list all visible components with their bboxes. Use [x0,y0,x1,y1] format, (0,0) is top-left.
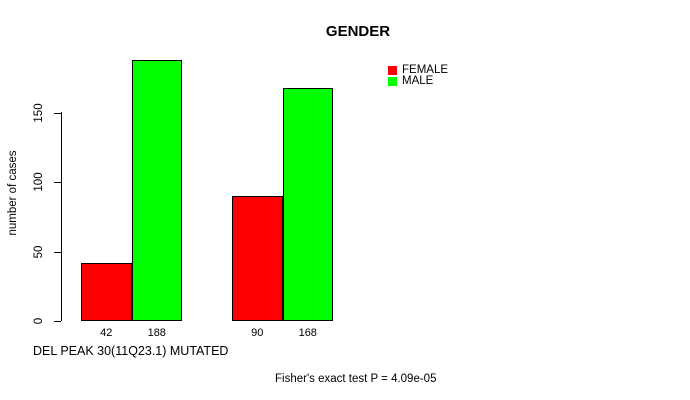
legend-label: MALE [402,75,434,87]
bar-value-label: 42 [100,327,113,339]
y-tick-label: 50 [33,245,45,258]
y-axis-label: number of cases [7,150,19,236]
legend-swatch-male [388,76,397,86]
bar-value-label: 188 [147,327,166,339]
legend-item: MALE [388,75,448,87]
legend: FEMALE MALE [388,64,449,87]
bar-value-label: 168 [298,327,317,339]
y-tick-label: 100 [33,172,45,192]
y-tick-label: 150 [33,103,45,123]
bar-male-group1 [131,60,182,321]
legend-swatch-female [388,65,397,75]
footer-annotation: Fisher's exact test P = 4.09e-05 [275,373,437,385]
bar-female-group1 [81,262,132,321]
y-tick [54,182,61,184]
bar-value-label: 90 [251,327,264,339]
bar-male-group2 [282,87,333,321]
bar-female-group2 [232,196,283,321]
y-axis-line [61,112,62,321]
chart-title: GENDER [325,23,391,40]
legend-label: FEMALE [402,64,449,76]
y-tick [54,321,61,322]
y-tick-label: 0 [33,317,45,325]
x-axis-label: DEL PEAK 30(11Q23.1) MUTATED [33,344,229,358]
y-tick [54,112,61,114]
y-tick [54,251,61,253]
legend-item: FEMALE [388,64,449,76]
